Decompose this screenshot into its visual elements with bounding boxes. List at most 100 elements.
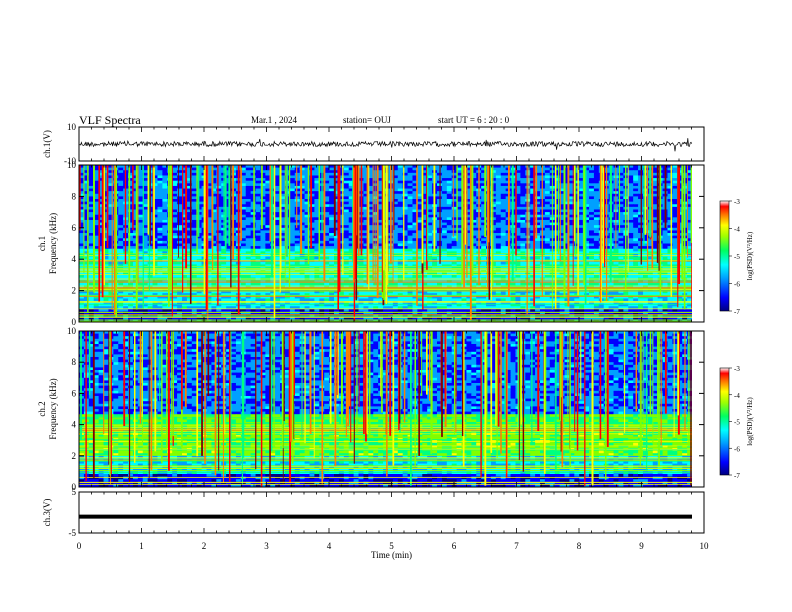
spectrogram-cell	[441, 212, 448, 216]
spectrogram-cell	[299, 175, 306, 179]
spectrogram-cell	[196, 178, 203, 182]
spectrogram-cell	[515, 172, 521, 176]
spectrogram-cell	[427, 178, 433, 182]
spectrogram-cell	[240, 185, 247, 190]
spectrogram-cell	[672, 188, 678, 192]
y-tick-label: 10	[67, 122, 77, 132]
spectrogram-cell	[108, 172, 114, 176]
spectrogram-cell	[368, 185, 374, 190]
spectrogram-cell	[98, 199, 105, 203]
spectrogram-cell	[343, 212, 350, 216]
spectrogram-cell	[525, 185, 531, 190]
spectrogram-cell	[83, 183, 90, 187]
spectrogram-cell	[451, 165, 458, 169]
spectrogram-cell	[289, 175, 296, 179]
spectrogram-cell	[584, 212, 590, 216]
spectrogram-cell	[343, 204, 350, 208]
spectrogram-cell	[451, 209, 458, 213]
spectrogram-cell	[593, 188, 600, 192]
spectrogram-cell	[373, 204, 379, 208]
spectrogram-cell	[417, 206, 423, 210]
spectrogram-cell	[554, 193, 561, 197]
spectrogram-cell	[564, 165, 570, 169]
spectrogram-cell	[456, 170, 463, 174]
spectrogram-cell	[118, 206, 124, 210]
spectrogram-cell	[574, 193, 580, 197]
spectrogram-cell	[245, 180, 252, 184]
spectrogram-cell	[309, 199, 315, 203]
spectrogram-cell	[412, 204, 418, 208]
spectrogram-cell	[142, 206, 149, 210]
spectrogram-cell	[471, 212, 477, 216]
spectrogram-cell	[137, 183, 144, 187]
spectrogram-cell	[304, 193, 310, 197]
spectrogram-cell	[466, 172, 472, 176]
spectrogram-cell	[216, 175, 222, 179]
spectrogram-cell	[481, 167, 487, 171]
spectrogram-cell	[446, 191, 453, 195]
spectrogram-cell	[574, 175, 580, 179]
spectrogram-cell	[427, 191, 433, 195]
spectrogram-cell	[265, 209, 271, 213]
spectrogram-cell	[407, 170, 413, 174]
spectrogram-cell	[412, 185, 418, 190]
spectrogram-cell	[446, 212, 453, 216]
spectrogram-cell	[304, 175, 310, 179]
spectrogram-cell	[348, 167, 355, 171]
spectrogram-cell	[471, 178, 477, 182]
spectrogram-cell	[245, 196, 252, 200]
spectrogram-cell	[471, 209, 477, 213]
spectrogram-cell	[186, 193, 193, 197]
spectrogram-cell	[584, 209, 590, 213]
spectrogram-cell	[490, 204, 497, 208]
spectrogram-cell	[98, 191, 105, 195]
spectrogram-cell	[397, 196, 404, 200]
spectrogram-cell	[427, 199, 433, 203]
spectrogram-cell	[294, 199, 301, 203]
spectrogram-cell	[329, 178, 335, 182]
spectrogram-cell	[294, 172, 301, 176]
spectrogram-cell	[490, 175, 497, 179]
spectrogram-cell	[103, 196, 109, 200]
spectrogram-cell	[481, 209, 487, 213]
spectrogram-cell	[471, 196, 477, 200]
spectrogram-cell	[181, 191, 188, 195]
spectrogram-cell	[98, 196, 105, 200]
spectrogram-cell	[216, 165, 222, 169]
spectrogram-cell	[142, 185, 149, 190]
spectrogram-cell	[633, 172, 639, 176]
spectrogram-cell	[177, 209, 183, 213]
spectrogram-cell	[142, 170, 149, 174]
spectrogram-cell	[309, 201, 315, 205]
spectrogram-cell	[481, 206, 487, 210]
spectrogram-cell	[329, 165, 335, 169]
spectrogram-cell	[88, 178, 95, 182]
spectrogram-cell	[216, 193, 222, 197]
spectrogram-cell	[329, 196, 335, 200]
spectrogram-cell	[294, 196, 301, 200]
spectrogram-cell	[554, 209, 561, 213]
spectrogram-cell	[520, 204, 526, 208]
spectrogram-cell	[363, 209, 369, 213]
spectrogram-cell	[446, 193, 453, 197]
spectrogram-cell	[329, 199, 335, 203]
spectrogram-cell	[334, 165, 340, 169]
spectrogram-cell	[667, 209, 673, 213]
spectrogram-cell	[446, 170, 453, 174]
spectrogram-cell	[314, 185, 320, 190]
spectrogram-cell	[495, 178, 502, 182]
spectrogram-cell	[535, 191, 541, 195]
spectrogram-cell	[255, 172, 261, 176]
spectrogram-cell	[652, 170, 659, 174]
spectrogram-cell	[132, 185, 139, 190]
spectrogram-cell	[471, 204, 477, 208]
spectrogram-cell	[108, 201, 114, 205]
spectrogram-cell	[304, 191, 310, 195]
spectrogram-cell	[618, 167, 624, 171]
spectrogram-cell	[544, 191, 551, 195]
spectrogram-cell	[633, 193, 639, 197]
spectrogram-cell	[471, 185, 477, 190]
spectrogram-cell	[481, 170, 487, 174]
